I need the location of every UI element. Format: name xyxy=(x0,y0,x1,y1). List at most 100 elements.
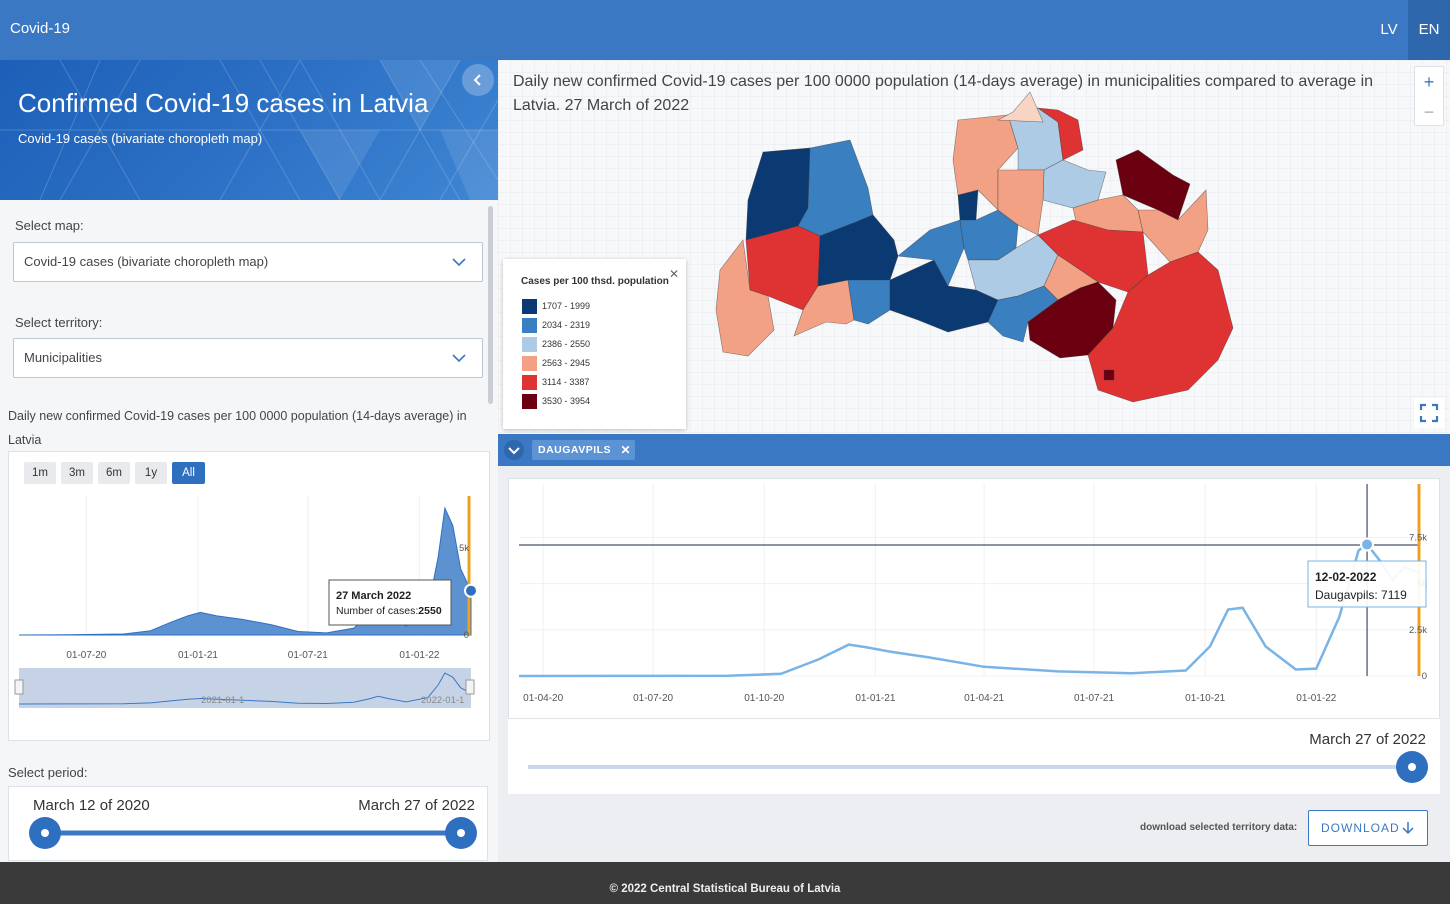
period-selector: March 12 of 2020 March 27 of 2022 xyxy=(8,786,488,861)
x-tick-label: 01-10-21 xyxy=(1185,693,1225,704)
sidebar-scrollbar[interactable] xyxy=(488,206,493,404)
y-tick-label: 5k xyxy=(459,543,469,554)
tooltip-date: 27 March 2022 xyxy=(336,590,411,602)
x-tick-label: 01-01-22 xyxy=(399,650,439,661)
x-tick-label: 01-01-21 xyxy=(855,693,895,704)
select-period-label: Select period: xyxy=(8,765,88,780)
daugavpils-line-series xyxy=(518,542,1420,678)
zoom-control: + − xyxy=(1414,66,1444,126)
x-tick-label: 01-07-21 xyxy=(288,650,328,661)
selected-point-marker xyxy=(464,583,478,598)
municipality-region[interactable] xyxy=(1137,189,1209,263)
latvia-chart-card: 1m 3m 6m 1y All 01-07-20 01-01-21 01-07-21… xyxy=(8,451,490,741)
navigator-selection[interactable] xyxy=(19,668,471,708)
select-territory-label: Select territory: xyxy=(15,315,103,330)
latvia-municipalities-map[interactable] xyxy=(715,91,1234,403)
y-tick-label: 7.5k xyxy=(1409,532,1427,543)
municipality-region[interactable] xyxy=(1087,251,1234,403)
tooltip-series: Daugavpils xyxy=(1315,588,1374,602)
remove-territory-icon[interactable]: ✕ xyxy=(620,443,632,457)
x-tick-label: 01-04-20 xyxy=(523,693,563,704)
chevron-left-icon xyxy=(473,74,481,86)
footer: © 2022 Central Statistical Bureau of Lat… xyxy=(0,862,1450,904)
navigator-right-handle[interactable] xyxy=(465,679,475,695)
municipality-region[interactable] xyxy=(996,91,1044,123)
tooltip-value: 2550 xyxy=(418,605,442,617)
navigator-label-2022: 2022-01-1 xyxy=(421,695,464,706)
range-6m-button[interactable]: 6m xyxy=(98,462,130,484)
daugavpils-chart-tooltip: 12-02-2022 Daugavpils: 7119 xyxy=(1307,560,1427,608)
legend-label: 1707 - 1999 xyxy=(542,301,591,311)
municipality-region[interactable] xyxy=(1115,149,1191,221)
select-territory-dropdown[interactable]: Municipalities xyxy=(13,338,483,378)
collapse-sidebar-button[interactable] xyxy=(462,64,494,96)
legend-swatch xyxy=(522,375,537,390)
navigator-series xyxy=(18,672,472,705)
date-slider-card: March 27 of 2022 xyxy=(508,718,1440,794)
range-3m-button[interactable]: 3m xyxy=(61,462,93,484)
legend-swatch xyxy=(522,299,537,314)
range-1m-button[interactable]: 1m xyxy=(24,462,56,484)
selected-date: March 27 of 2022 xyxy=(1309,731,1426,748)
municipality-region[interactable] xyxy=(847,279,891,325)
municipality-region[interactable] xyxy=(715,239,775,357)
territory-detail-panel: 01-04-20 01-07-20 01-10-20 01-01-21 01-04-21… xyxy=(498,466,1450,862)
daugavpils-cases-chart[interactable]: 01-04-20 01-07-20 01-10-20 01-01-21 01-04-21… xyxy=(509,479,1439,719)
municipality-region[interactable] xyxy=(997,169,1045,236)
navigator-label-2021: 2021-01-1 xyxy=(201,695,244,706)
tooltip-label: Number of cases: xyxy=(336,605,418,617)
app-title: Covid-19 xyxy=(10,20,71,37)
chevron-down-icon xyxy=(452,354,466,363)
territory-chip: DAUGAVPILS ✕ xyxy=(532,440,636,460)
x-tick-label: 01-01-22 xyxy=(1296,693,1336,704)
legend-label: 2034 - 2319 xyxy=(542,320,591,330)
legend-label: 3114 - 3387 xyxy=(542,377,590,387)
latvia-cases-chart[interactable]: 01-07-20 01-01-21 01-07-21 01-01-22 0 5k 27 … xyxy=(9,452,489,740)
hovered-point-marker xyxy=(1360,537,1375,552)
legend-swatch xyxy=(522,337,537,352)
municipality-region[interactable] xyxy=(1042,159,1107,209)
territory-toggle-button[interactable] xyxy=(504,440,524,460)
fullscreen-button[interactable] xyxy=(1414,398,1444,428)
select-territory-value: Municipalities xyxy=(24,350,103,365)
svg-text:Daugavpils: 7119: Daugavpils: 7119 xyxy=(1315,588,1407,602)
chevron-down-icon xyxy=(508,447,520,455)
daugavpils-city[interactable] xyxy=(1103,369,1115,381)
page-title: Confirmed Covid-19 cases in Latvia xyxy=(18,88,429,118)
svg-text:Number of cases:2550: Number of cases:2550 xyxy=(336,605,442,617)
legend-label: 2563 - 2945 xyxy=(542,358,591,368)
sidebar: Confirmed Covid-19 cases in Latvia Covid… xyxy=(0,60,498,862)
range-all-button[interactable]: All xyxy=(172,462,205,484)
page-subtitle: Covid-19 cases (bivariate choropleth map… xyxy=(18,131,263,146)
download-button-label: DOWNLOAD xyxy=(1321,821,1400,835)
period-start-date: March 12 of 2020 xyxy=(33,797,150,814)
latvia-chart-tooltip: 27 March 2022 Number of cases:2550 xyxy=(328,579,452,626)
legend-close-button[interactable]: ✕ xyxy=(669,267,680,281)
zoom-out-button[interactable]: − xyxy=(1423,102,1435,122)
language-en-button[interactable]: EN xyxy=(1408,0,1450,60)
municipality-region[interactable] xyxy=(1027,281,1117,359)
language-lv-button[interactable]: LV xyxy=(1380,21,1398,38)
x-tick-label: 01-04-21 xyxy=(964,693,1004,704)
y-tick-label: 0 xyxy=(1422,671,1427,682)
date-slider[interactable] xyxy=(508,719,1440,795)
territory-chip-label: DAUGAVPILS xyxy=(538,444,612,456)
period-end-date: March 27 of 2022 xyxy=(358,797,475,814)
x-tick-label: 01-10-20 xyxy=(744,693,784,704)
download-button[interactable]: DOWNLOAD xyxy=(1308,810,1428,846)
top-bar: Covid-19 LV EN xyxy=(0,0,1450,60)
fullscreen-icon xyxy=(1419,403,1439,423)
x-tick-label: 01-07-20 xyxy=(633,693,673,704)
x-tick-label: 01-07-21 xyxy=(1074,693,1114,704)
municipality-region[interactable] xyxy=(1036,107,1084,161)
x-tick-label: 01-01-21 xyxy=(178,650,218,661)
range-1y-button[interactable]: 1y xyxy=(135,462,167,484)
selected-territory-bar: DAUGAVPILS ✕ xyxy=(498,434,1450,466)
legend-label: 3530 - 3954 xyxy=(542,396,591,406)
select-map-label: Select map: xyxy=(15,218,84,233)
zoom-in-button[interactable]: + xyxy=(1423,72,1435,92)
period-slider[interactable] xyxy=(9,787,489,862)
navigator-left-handle[interactable] xyxy=(14,679,24,695)
select-map-dropdown[interactable]: Covid-19 cases (bivariate choropleth map… xyxy=(13,242,483,282)
legend-label: 2386 - 2550 xyxy=(542,339,591,349)
